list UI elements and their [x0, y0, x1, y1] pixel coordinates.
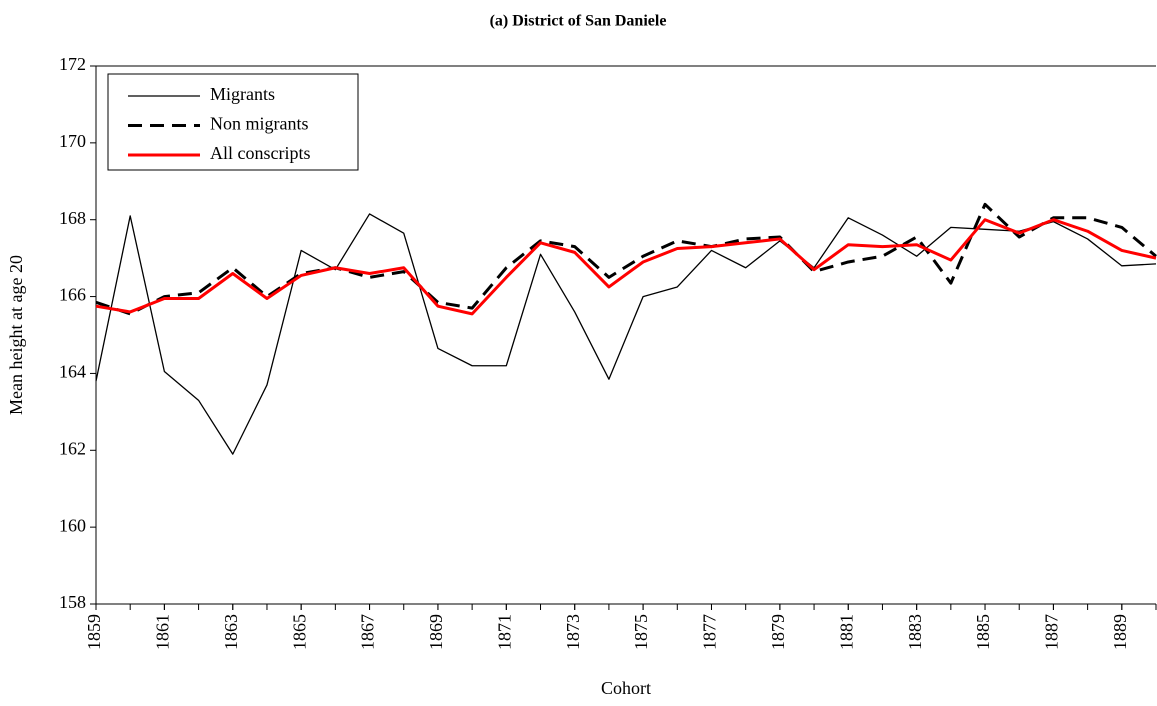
legend-label: Migrants: [210, 84, 275, 104]
y-tick-label: 166: [59, 285, 86, 305]
legend-label: Non migrants: [210, 114, 309, 134]
x-tick-label: 1867: [358, 614, 378, 650]
chart-title: (a) District of San Daniele: [490, 13, 667, 30]
y-tick-label: 160: [59, 515, 86, 535]
x-tick-label: 1869: [426, 614, 446, 650]
series-line: [95, 218, 1157, 316]
y-tick-label: 164: [59, 362, 86, 382]
y-tick-label: 172: [59, 54, 86, 74]
y-tick-label: 170: [59, 131, 86, 151]
x-tick-label: 1865: [289, 614, 309, 650]
legend-label: All conscripts: [210, 143, 311, 163]
x-tick-label: 1881: [836, 614, 856, 650]
x-tick-label: 1859: [84, 614, 104, 650]
y-tick-label: 162: [59, 438, 86, 458]
x-tick-label: 1885: [973, 614, 993, 650]
x-tick-label: 1873: [563, 614, 583, 650]
x-tick-label: 1877: [700, 614, 720, 650]
x-tick-label: 1887: [1042, 614, 1062, 650]
y-tick-label: 168: [59, 208, 86, 228]
x-tick-label: 1863: [221, 614, 241, 650]
x-axis-label: Cohort: [601, 678, 651, 698]
y-tick-label: 158: [59, 592, 86, 612]
y-axis-label: Mean height at age 20: [6, 255, 26, 415]
x-tick-label: 1875: [631, 614, 651, 650]
x-tick-label: 1871: [494, 614, 514, 650]
x-tick-label: 1861: [153, 614, 173, 650]
x-tick-label: 1883: [905, 614, 925, 650]
x-tick-label: 1879: [768, 614, 788, 650]
series-line: [95, 213, 1157, 455]
series-line: [95, 202, 1157, 316]
x-tick-label: 1889: [1110, 614, 1130, 650]
